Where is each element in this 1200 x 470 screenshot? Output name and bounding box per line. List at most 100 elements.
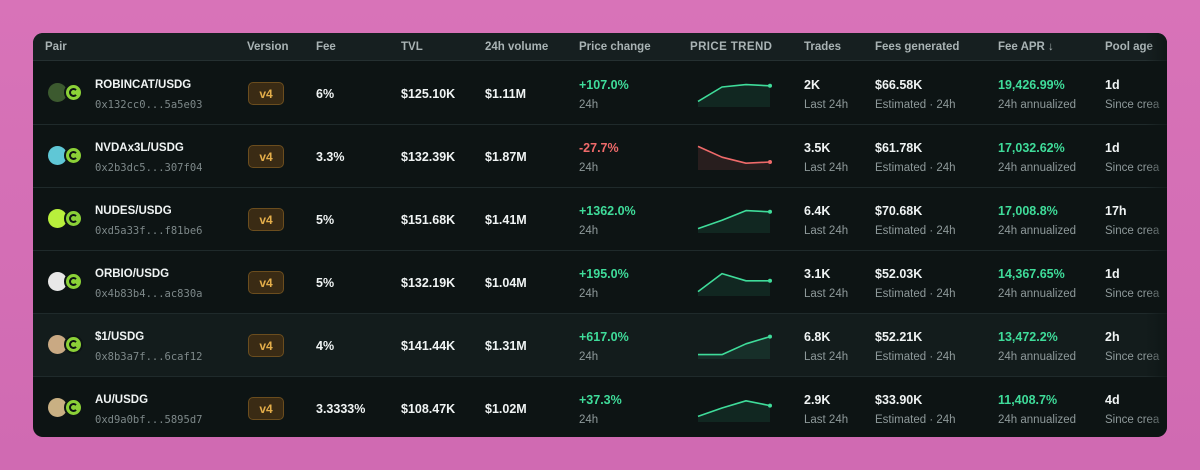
trades-period: Last 24h: [804, 162, 849, 174]
pool-age-note: Since crea: [1105, 351, 1160, 363]
version-badge: v4: [248, 145, 284, 168]
header-fee-apr-sorted[interactable]: Fee APR ↓: [998, 41, 1054, 53]
fee-apr-value: 14,367.65%: [998, 267, 1065, 281]
table-header: Pair Version Fee TVL 24h volume Price ch…: [33, 33, 1167, 61]
price-change-period: 24h: [579, 162, 599, 174]
pair-icons: [48, 395, 90, 421]
trades-value: 2.9K: [804, 393, 831, 407]
fees-generated-value: $66.58K: [875, 78, 923, 92]
sparkline-line: [697, 145, 771, 164]
table-row[interactable]: NVDAx3L/USDG 0x2b3dc5...307f04 v4 3.3% $…: [33, 125, 1167, 188]
price-change-value: +1362.0%: [579, 204, 636, 218]
pair-address[interactable]: 0xd9a0bf...5895d7: [95, 414, 203, 426]
header-tvl[interactable]: TVL: [401, 41, 423, 53]
fee-apr-note: 24h annualized: [998, 99, 1077, 111]
sparkline-line: [697, 272, 770, 293]
fee-value: 3.3%: [316, 150, 345, 164]
price-trend-sparkline: [697, 145, 772, 170]
pair-name[interactable]: AU/USDG: [95, 394, 149, 406]
fee-value: 5%: [316, 276, 335, 290]
sparkline-area: [698, 273, 770, 296]
pool-age-value: 17h: [1105, 204, 1127, 218]
table-row[interactable]: NUDES/USDG 0xd5a33f...f81be6 v4 5% $151.…: [33, 188, 1167, 251]
fees-generated-value: $33.90K: [875, 393, 923, 407]
pool-age-value: 1d: [1105, 141, 1120, 155]
price-trend-sparkline: [698, 334, 772, 359]
usdg-token-icon: [64, 398, 83, 417]
price-change-period: 24h: [579, 414, 599, 426]
pair-icons: [48, 143, 90, 169]
pair-address[interactable]: 0x2b3dc5...307f04: [95, 162, 203, 174]
trades-period: Last 24h: [804, 414, 849, 426]
price-change-value: +107.0%: [579, 78, 629, 92]
tvl-value: $151.68K: [401, 213, 456, 227]
table-row[interactable]: ROBINCAT/USDG 0x132cc0...5a5e03 v4 6% $1…: [33, 62, 1167, 125]
sparkline-line: [697, 83, 771, 103]
header-price-change[interactable]: Price change: [579, 41, 651, 53]
fee-apr-value: 17,008.8%: [998, 204, 1058, 218]
table-row[interactable]: $1/USDG 0x8b3a7f...6caf12 v4 4% $141.44K…: [33, 314, 1167, 377]
pool-age-note: Since crea: [1105, 288, 1160, 300]
tvl-value: $108.47K: [401, 402, 456, 416]
trades-period: Last 24h: [804, 288, 849, 300]
header-fee[interactable]: Fee: [316, 41, 336, 53]
usdg-token-icon: [64, 83, 83, 102]
trades-value: 6.4K: [804, 204, 831, 218]
fee-value: 4%: [316, 339, 335, 353]
robincat-token-icon: [48, 83, 67, 102]
header-trades[interactable]: Trades: [804, 41, 842, 53]
price-change-value: +195.0%: [579, 267, 629, 281]
sparkline-line: [697, 209, 771, 230]
fee-apr-note: 24h annualized: [998, 414, 1077, 426]
tvl-value: $132.19K: [401, 276, 456, 290]
pair-address[interactable]: 0x4b83b4...ac830a: [95, 288, 203, 300]
sparkline-endpoint: [768, 278, 772, 283]
fees-generated-note: Estimated · 24h: [875, 99, 956, 111]
header-pool-age[interactable]: Pool age: [1105, 41, 1153, 53]
fees-generated-note: Estimated · 24h: [875, 414, 956, 426]
usdg-token-icon: [64, 146, 83, 165]
header-pair[interactable]: Pair: [45, 41, 67, 53]
price-change-value: -27.7%: [579, 141, 619, 155]
sparkline-line: [697, 400, 771, 418]
sparkline-area: [698, 400, 770, 422]
pair-icons: [48, 332, 90, 358]
header-price-trend: PRICE TREND: [690, 41, 773, 53]
pair-address[interactable]: 0x132cc0...5a5e03: [95, 99, 203, 111]
fee-apr-note: 24h annualized: [998, 162, 1077, 174]
volume-value: $1.41M: [485, 213, 527, 227]
pool-age-note: Since crea: [1105, 225, 1160, 237]
pair-name[interactable]: NUDES/USDG: [95, 205, 172, 217]
sparkline-area: [698, 210, 770, 233]
header-fees-generated[interactable]: Fees generated: [875, 41, 960, 53]
price-change-value: +617.0%: [579, 330, 629, 344]
version-badge: v4: [248, 397, 284, 420]
header-volume[interactable]: 24h volume: [485, 41, 549, 53]
table-row[interactable]: AU/USDG 0xd9a0bf...5895d7 v4 3.3333% $10…: [33, 377, 1167, 437]
version-badge: v4: [248, 82, 284, 105]
pool-age-value: 1d: [1105, 78, 1120, 92]
header-version[interactable]: Version: [247, 41, 289, 53]
pair-name[interactable]: NVDAx3L/USDG: [95, 142, 184, 154]
pair-name[interactable]: $1/USDG: [95, 331, 145, 343]
tvl-value: $125.10K: [401, 87, 456, 101]
fee-value: 3.3333%: [316, 402, 366, 416]
pair-address[interactable]: 0xd5a33f...f81be6: [95, 225, 203, 237]
table-row[interactable]: ORBIO/USDG 0x4b83b4...ac830a v4 5% $132.…: [33, 251, 1167, 314]
pair-address[interactable]: 0x8b3a7f...6caf12: [95, 351, 203, 363]
trades-value: 6.8K: [804, 330, 831, 344]
pair-name[interactable]: ROBINCAT/USDG: [95, 79, 192, 91]
pool-age-note: Since crea: [1105, 414, 1160, 426]
price-change-period: 24h: [579, 351, 599, 363]
pool-age-value: 4d: [1105, 393, 1120, 407]
price-trend-sparkline: [697, 209, 772, 233]
pair-name[interactable]: ORBIO/USDG: [95, 268, 170, 280]
usdg-token-icon: [64, 272, 83, 291]
fees-generated-value: $61.78K: [875, 141, 923, 155]
fees-generated-note: Estimated · 24h: [875, 288, 956, 300]
fee-apr-value: 13,472.2%: [998, 330, 1058, 344]
trades-period: Last 24h: [804, 225, 849, 237]
sparkline-area: [698, 84, 770, 107]
fee-apr-note: 24h annualized: [998, 351, 1077, 363]
nvdax3l-token-icon: [48, 146, 67, 165]
